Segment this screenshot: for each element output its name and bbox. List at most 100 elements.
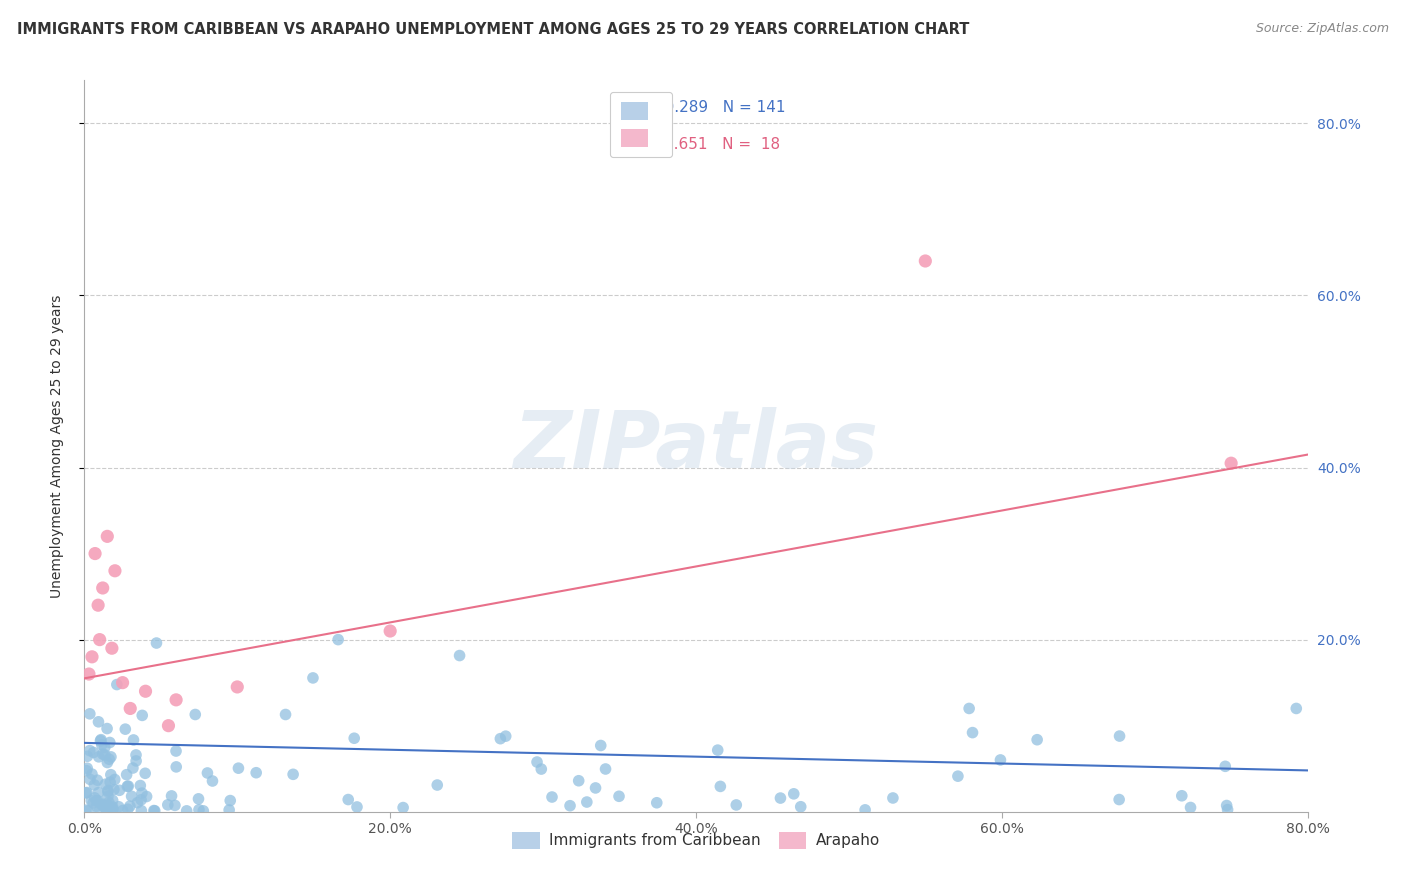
Point	[1108, 729, 1130, 743]
Point	[783, 787, 806, 801]
Point	[122, 761, 145, 775]
Point	[103, 782, 125, 797]
Point	[328, 632, 350, 647]
Point	[218, 803, 240, 817]
Point	[76, 749, 98, 764]
Point	[83, 746, 105, 760]
Point	[87, 598, 110, 612]
Point	[96, 722, 118, 736]
Point	[380, 624, 402, 638]
Point	[165, 760, 187, 774]
Point	[87, 794, 110, 808]
Point	[143, 804, 166, 818]
Point	[157, 719, 180, 733]
Point	[769, 791, 792, 805]
Point	[1285, 701, 1308, 715]
Point	[165, 744, 187, 758]
Point	[184, 707, 207, 722]
Point	[197, 766, 219, 780]
Point	[83, 790, 105, 805]
Point	[97, 783, 120, 797]
Point	[84, 547, 107, 561]
Point	[80, 767, 103, 781]
Point	[105, 677, 128, 691]
Point	[93, 740, 115, 755]
Point	[101, 802, 124, 816]
Point	[131, 804, 153, 818]
Point	[98, 735, 121, 749]
Point	[957, 701, 980, 715]
Point	[94, 747, 117, 762]
Point	[76, 785, 98, 799]
Point	[90, 738, 112, 752]
Text: IMMIGRANTS FROM CARIBBEAN VS ARAPAHO UNEMPLOYMENT AMONG AGES 25 TO 29 YEARS CORR: IMMIGRANTS FROM CARIBBEAN VS ARAPAHO UNE…	[17, 22, 969, 37]
Point	[1108, 792, 1130, 806]
Point	[1220, 456, 1243, 470]
Point	[90, 732, 112, 747]
Point	[80, 793, 103, 807]
Point	[97, 785, 120, 799]
Point	[111, 804, 134, 818]
Point	[706, 743, 728, 757]
Text: ZIPatlas: ZIPatlas	[513, 407, 879, 485]
Point	[226, 680, 249, 694]
Point	[575, 795, 598, 809]
Point	[75, 764, 97, 778]
Point	[585, 780, 607, 795]
Point	[302, 671, 325, 685]
Point	[131, 708, 153, 723]
Point	[1026, 732, 1049, 747]
Point	[946, 769, 969, 783]
Point	[526, 755, 548, 769]
Point	[274, 707, 297, 722]
Point	[89, 632, 111, 647]
Point	[1215, 798, 1237, 813]
Point	[77, 804, 100, 818]
Point	[111, 675, 134, 690]
Point	[145, 636, 167, 650]
Point	[530, 762, 553, 776]
Point	[114, 722, 136, 736]
Point	[709, 780, 731, 794]
Point	[86, 773, 108, 788]
Point	[165, 693, 187, 707]
Point	[129, 779, 152, 793]
Point	[77, 667, 100, 681]
Point	[176, 804, 198, 818]
Text: R =  0.651   N =  18: R = 0.651 N = 18	[626, 137, 780, 153]
Point	[97, 795, 120, 809]
Point	[86, 794, 108, 808]
Point	[129, 793, 152, 807]
Point	[89, 804, 111, 818]
Point	[115, 767, 138, 781]
Point	[589, 739, 612, 753]
Point	[91, 581, 114, 595]
Point	[82, 796, 104, 810]
Point	[79, 772, 101, 787]
Point	[125, 754, 148, 768]
Point	[100, 768, 122, 782]
Point	[79, 706, 101, 721]
Point	[87, 714, 110, 729]
Point	[595, 762, 617, 776]
Point	[104, 564, 127, 578]
Y-axis label: Unemployment Among Ages 25 to 29 years: Unemployment Among Ages 25 to 29 years	[49, 294, 63, 598]
Point	[97, 800, 120, 814]
Point	[882, 791, 904, 805]
Point	[117, 780, 139, 794]
Point	[853, 803, 876, 817]
Point	[97, 789, 120, 804]
Point	[187, 792, 209, 806]
Point	[117, 802, 139, 816]
Point	[962, 725, 984, 739]
Point	[449, 648, 471, 663]
Point	[558, 798, 581, 813]
Point	[121, 789, 143, 804]
Point	[163, 798, 186, 813]
Point	[219, 794, 242, 808]
Point	[127, 796, 149, 810]
Point	[100, 750, 122, 764]
Point	[101, 641, 124, 656]
Point	[228, 761, 250, 775]
Point	[96, 798, 118, 813]
